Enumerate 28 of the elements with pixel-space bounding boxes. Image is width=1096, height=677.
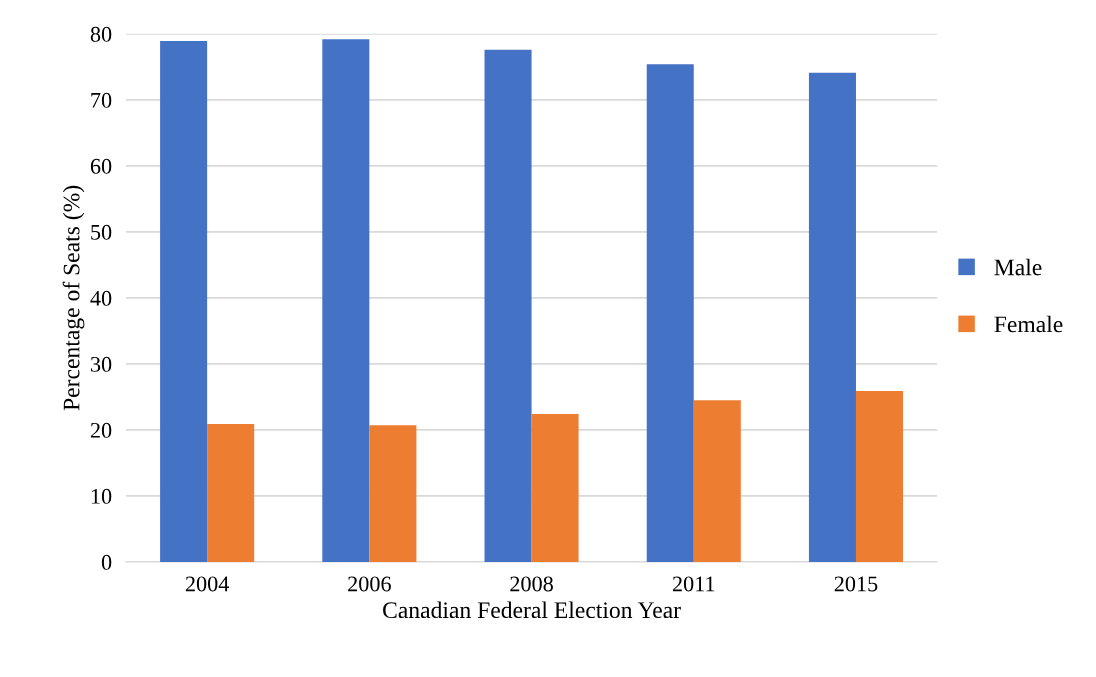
y-tick-label: 50: [91, 224, 112, 240]
y-tick-label: 70: [91, 92, 112, 108]
y-axis-title: Percentage of Seats (%): [62, 185, 85, 411]
bar: [855, 390, 904, 562]
x-tick-label: 2011: [672, 576, 715, 592]
y-tick-label: 40: [90, 290, 112, 306]
x-tick-label: 2008: [510, 576, 553, 592]
y-tick-label: 20: [90, 422, 112, 438]
bar: [531, 414, 579, 562]
bar: [322, 39, 370, 562]
y-tick-label: 80: [90, 26, 112, 42]
bar: [808, 72, 856, 562]
legend-label: Female: [994, 315, 1063, 333]
x-axis-title: Canadian Federal Election Year: [383, 601, 681, 619]
bar: [207, 423, 255, 562]
bar: [369, 425, 417, 562]
bar: [646, 64, 694, 562]
y-tick-label: 0: [101, 554, 112, 570]
legend-label: Male: [994, 258, 1042, 276]
x-tick-label: 2006: [348, 576, 391, 592]
x-tick-label: 2004: [185, 576, 230, 592]
x-tick-label: 2015: [834, 576, 878, 592]
bar: [693, 400, 741, 562]
y-tick-label: 10: [91, 488, 112, 504]
bar: [160, 41, 208, 562]
y-tick-label: 30: [90, 356, 112, 372]
y-tick-label: 60: [90, 158, 112, 174]
bar: [484, 49, 532, 562]
